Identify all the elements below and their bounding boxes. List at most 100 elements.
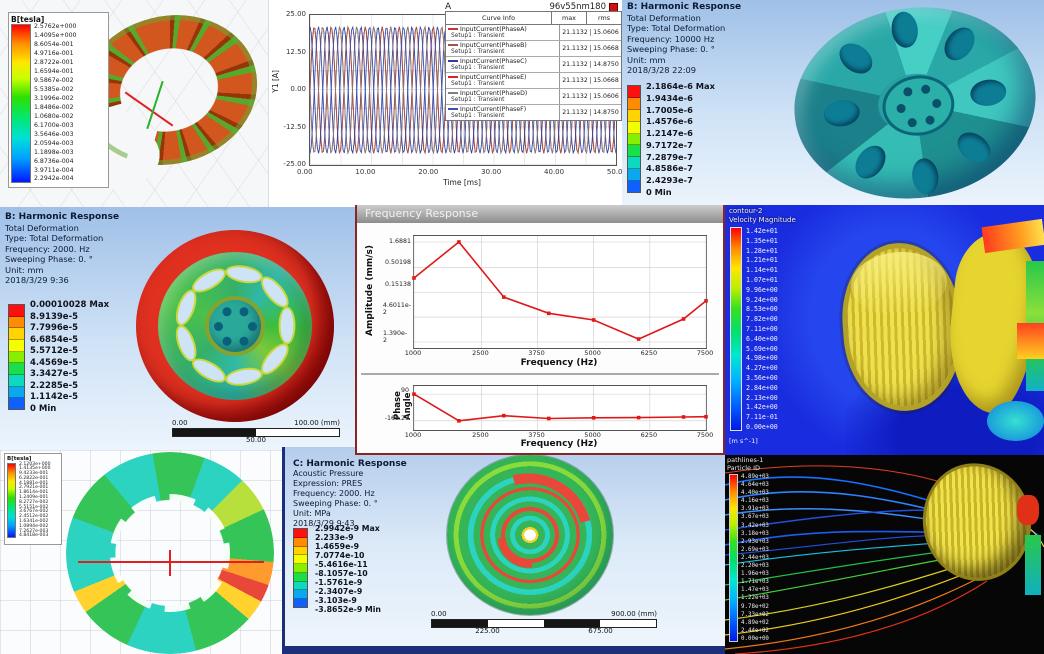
legend-value: 4.98e+00 — [746, 354, 778, 363]
ruler-q3: 675.00 — [588, 627, 613, 635]
frequency-axis-label: Frequency (Hz) — [520, 358, 598, 368]
legend-value: 2.2285e-5 — [30, 380, 79, 391]
contour-unit: [m s^-1] — [729, 437, 758, 445]
curve-name: InputCurrent(PhaseC) — [460, 58, 527, 65]
table-body: InputCurrent(PhaseA) Setup1 : Transient … — [446, 25, 621, 120]
x-tick: 2500 — [472, 431, 489, 439]
legend-value: 2.13e+00 — [746, 393, 778, 402]
curve-name-cell: InputCurrent(PhaseE) Setup1 : Transient — [446, 73, 560, 88]
curve-setup: Setup1 : Transient — [451, 65, 505, 71]
info-line: Frequency: 2000. Hz — [5, 243, 90, 254]
phase-ytick-min: -160.29 — [384, 415, 409, 422]
legend-value: 2.20e+03 — [741, 563, 769, 570]
curve-name: InputCurrent(PhaseB) — [460, 42, 527, 49]
legend-value: 4.64e+03 — [741, 482, 769, 489]
legend-value: 3.9711e-004 — [34, 166, 74, 174]
y-tick: 4.6011e-2 — [382, 301, 411, 316]
header-rms: rms — [597, 14, 611, 22]
legend-value: 1.22e+03 — [741, 595, 769, 602]
table-row[interactable]: InputCurrent(PhaseB) Setup1 : Transient … — [446, 41, 621, 57]
pathlines-legend-header: pathlines-1 Particle ID — [727, 456, 764, 472]
wheel-hole — [951, 126, 997, 169]
window-title-bar[interactable]: Frequency Response — [357, 205, 723, 223]
legend-value: 1.4135e+000 — [19, 466, 51, 472]
pathlines-3d-view[interactable] — [725, 455, 1044, 654]
curve-rms: 14.8750 — [593, 109, 619, 116]
hub-bolt — [919, 83, 932, 96]
table-row[interactable]: InputCurrent(PhaseA) Setup1 : Transient … — [446, 25, 621, 41]
legend-value: 3.18e+03 — [741, 530, 769, 537]
legend-value: 2.1864e-6 Max — [646, 81, 715, 91]
x-axis-label: Time [ms] — [443, 178, 481, 187]
wheel-model — [781, 0, 1044, 207]
wheel-hub — [878, 70, 959, 141]
info-lines: Total Deformation Type: Total Deformation… — [5, 223, 119, 286]
legend-value: 3.3427e-5 — [30, 369, 79, 380]
flywheel-3d-view[interactable] — [0, 207, 358, 450]
pathlines-name: pathlines-1 — [727, 456, 764, 464]
legend-value: 7.0774e-10 — [315, 551, 365, 560]
legend-value: 1.4576e-6 — [646, 116, 693, 127]
x-ticks: 0.00 10.00 20.00 30.00 40.00 50.00 — [297, 168, 622, 176]
legend-value: 6.2822e-001 — [19, 475, 49, 481]
stator-3d-view[interactable] — [0, 450, 282, 654]
legend-value: 4.89e+03 — [741, 474, 769, 480]
legend-value: 5.5385e-002 — [34, 85, 74, 93]
curve-name-cell: InputCurrent(PhaseD) Setup1 : Transient — [446, 89, 560, 104]
table-row[interactable]: InputCurrent(PhaseC) Setup1 : Transient … — [446, 57, 621, 73]
legend-value: 1.14e+01 — [746, 266, 778, 275]
colorband — [294, 590, 307, 600]
colorband — [294, 537, 307, 547]
legend-value: -2.3407e-9 — [315, 587, 363, 596]
phase-plot-area[interactable] — [412, 385, 708, 431]
legend-value: 1.1898e-003 — [34, 148, 74, 156]
wheel-hole — [849, 139, 892, 185]
scale-ruler: 0.00 900.00 (mm) 225.00 675.00 — [431, 610, 657, 636]
high-velocity-patch — [1017, 323, 1044, 359]
info-line: Sweeping Phase: 0. ° — [627, 44, 715, 54]
legend-value: 6.40e+00 — [746, 334, 778, 343]
hub-bolt — [214, 322, 223, 331]
x-tick: 2500 — [472, 349, 489, 357]
x-tick: 40.00 — [544, 168, 565, 176]
legend-value: 0 Min — [646, 186, 672, 197]
legend-value: 2.4512e-002 — [19, 514, 49, 520]
legend-value: 2.0594e-003 — [34, 139, 74, 147]
contour-variable: Velocity Magnitude — [729, 215, 796, 224]
legend-value: 2.1203e+000 — [19, 461, 51, 467]
x-tick: 3750 — [528, 349, 545, 357]
amplitude-plot-area[interactable] — [412, 235, 708, 349]
table-row[interactable]: InputCurrent(PhaseE) Setup1 : Transient … — [446, 73, 621, 89]
hub-bolt — [220, 305, 234, 318]
x-tick: 6250 — [640, 349, 658, 357]
legend-value: 8.9139e-5 — [30, 311, 79, 322]
info-line: Frequency: 2000. Hz — [293, 489, 375, 498]
x-tick: 50.00 — [606, 168, 622, 176]
legend-value: 1.7005e-6 — [646, 104, 693, 115]
cfd-3d-view[interactable] — [725, 205, 1044, 455]
legend-value: 1.4659e-9 — [315, 542, 360, 551]
result-legend: 2.9942e-9 Max 2.233e-9 1.4659e-9 7.0774e-10… — [315, 524, 381, 614]
colorband — [628, 86, 640, 98]
legend-value: 3.1996e-002 — [34, 94, 74, 102]
table-row[interactable]: InputCurrent(PhaseF) Setup1 : Transient … — [446, 105, 621, 120]
colorband — [9, 386, 24, 399]
panel-maxwell-torus: B[tesla] 2.5762e+000 1.4095e+000 8.6054e-0… — [0, 0, 268, 207]
legend-value: 7.33e+02 — [741, 611, 769, 618]
info-line: Type: Total Deformation — [627, 23, 726, 33]
legend-value: 7.11e-01 — [746, 413, 778, 422]
result-info-block: B: Harmonic Response Total Deformation Ty… — [5, 212, 119, 286]
wheel-hole — [938, 21, 981, 67]
legend-value: 5.5712e-5 — [30, 346, 79, 357]
info-line: Acoustic Pressure — [293, 469, 364, 478]
panel-cfd-velocity: contour-2 Velocity Magnitude 1.42e+01 1.3… — [725, 205, 1044, 455]
hub-bolt — [237, 305, 251, 318]
contour-colorbar — [730, 227, 742, 431]
plot-title: A — [445, 2, 452, 12]
colorband — [628, 169, 640, 182]
curve-info-table: Curve Info max rms InputCurrent(PhaseA) … — [445, 11, 622, 121]
colorband — [294, 564, 307, 573]
disc-3d-view[interactable] — [285, 447, 725, 646]
colorbar — [11, 24, 31, 183]
table-row[interactable]: InputCurrent(PhaseD) Setup1 : Transient … — [446, 89, 621, 105]
